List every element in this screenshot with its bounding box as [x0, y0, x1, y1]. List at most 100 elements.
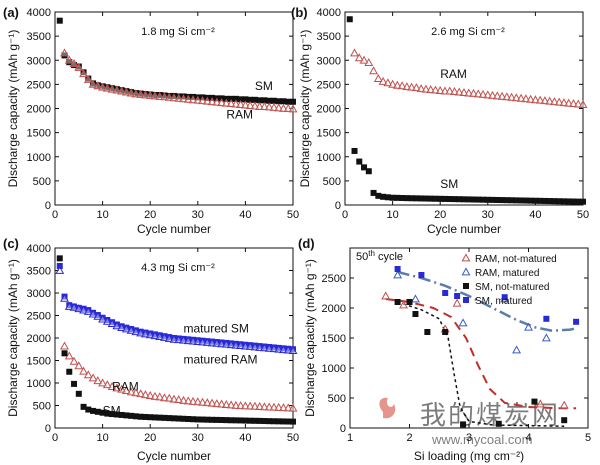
data-point	[66, 368, 73, 375]
data-point	[99, 83, 106, 90]
data-point	[60, 293, 69, 302]
data-point	[85, 307, 92, 314]
data-point	[140, 390, 150, 399]
data-point	[156, 91, 163, 98]
y-tick-label: 3000	[317, 55, 341, 67]
series-label: matured SM	[184, 322, 249, 336]
data-point	[145, 390, 155, 399]
data-point	[288, 104, 298, 113]
series-label: RAM	[112, 380, 139, 394]
data-point	[109, 319, 116, 326]
y-tick-label: 4000	[317, 7, 341, 19]
series-ram	[60, 341, 298, 412]
data-point	[137, 90, 144, 97]
data-point	[199, 337, 206, 344]
data-point	[551, 198, 558, 205]
x-tick-label: 0	[52, 432, 58, 444]
data-point	[137, 328, 144, 335]
data-point	[213, 416, 220, 423]
y-tick-label: 0	[335, 200, 341, 212]
data-point	[403, 195, 410, 202]
data-point	[175, 415, 182, 422]
data-point	[573, 318, 580, 325]
series-sm-not-matured	[394, 299, 568, 428]
data-point	[180, 415, 187, 422]
data-point	[180, 93, 187, 100]
data-point	[71, 62, 78, 69]
y-tick-label: 4000	[27, 7, 51, 19]
series-sm-matured	[394, 266, 580, 325]
data-point	[64, 55, 74, 64]
data-point	[147, 330, 154, 337]
data-point	[66, 59, 73, 66]
data-point	[411, 294, 420, 303]
y-tick-label: 2500	[322, 273, 346, 285]
data-point	[560, 198, 567, 205]
x-axis-label: Cycle number	[137, 222, 211, 236]
data-point	[541, 333, 551, 342]
y-tick-label: 500	[323, 176, 341, 188]
data-point	[388, 79, 398, 88]
data-point	[118, 323, 125, 330]
data-point	[346, 16, 353, 23]
data-point	[535, 399, 545, 408]
data-point	[351, 147, 358, 154]
data-point	[393, 270, 403, 279]
data-point	[93, 81, 103, 90]
data-point	[185, 336, 192, 343]
data-point	[131, 327, 141, 336]
x-tick-label: 30	[482, 209, 494, 221]
x-tick-label: 4	[525, 432, 531, 444]
data-point	[411, 83, 421, 92]
y-tick-label: 2000	[322, 303, 346, 315]
data-point	[109, 411, 116, 418]
data-point	[373, 73, 383, 82]
data-point	[394, 299, 401, 305]
data-point	[247, 96, 254, 103]
data-point	[123, 88, 130, 95]
data-point	[290, 346, 296, 353]
series-label: SM	[255, 79, 273, 93]
data-point	[442, 329, 449, 335]
x-tick-label: 20	[144, 432, 156, 444]
watermark-text: 我的煤炭网	[420, 400, 560, 430]
data-point	[80, 69, 87, 76]
data-point	[218, 339, 225, 346]
data-point	[161, 414, 168, 421]
data-point	[266, 418, 273, 425]
data-point	[527, 197, 534, 204]
series-sm	[56, 255, 296, 425]
data-point	[142, 413, 149, 420]
series-label: RAM	[226, 108, 253, 122]
data-point	[88, 309, 98, 318]
data-point	[164, 393, 174, 402]
data-point	[290, 98, 296, 105]
data-point	[171, 415, 177, 422]
data-point	[285, 345, 292, 352]
x-tick-label: 30	[192, 209, 204, 221]
data-point	[275, 418, 282, 425]
data-point	[147, 414, 154, 421]
data-point	[399, 195, 406, 202]
cycle-word: cycle	[375, 251, 403, 263]
y-tick-label: 3500	[27, 31, 51, 43]
data-point	[69, 356, 79, 365]
data-point	[142, 91, 149, 98]
y-tick-label: 3000	[27, 288, 51, 300]
data-point	[237, 341, 244, 348]
data-point	[93, 376, 103, 385]
data-point	[413, 195, 420, 202]
data-point	[121, 386, 131, 395]
chart-panel-a: 0 10 20 30 40 5005001000150020002500300035004…	[3, 5, 299, 236]
x-tick-label: 50	[287, 432, 299, 444]
data-point	[140, 329, 150, 338]
data-point	[79, 366, 89, 375]
series-label: SM	[103, 404, 121, 418]
data-point	[256, 417, 263, 424]
loading-annotation: 1.8 mg Si cm⁻²	[141, 26, 215, 38]
data-point	[570, 198, 577, 205]
data-point	[156, 414, 163, 421]
y-tick-label: 1500	[27, 128, 51, 140]
data-point	[136, 328, 146, 337]
x-tick-label: 5	[585, 432, 591, 444]
